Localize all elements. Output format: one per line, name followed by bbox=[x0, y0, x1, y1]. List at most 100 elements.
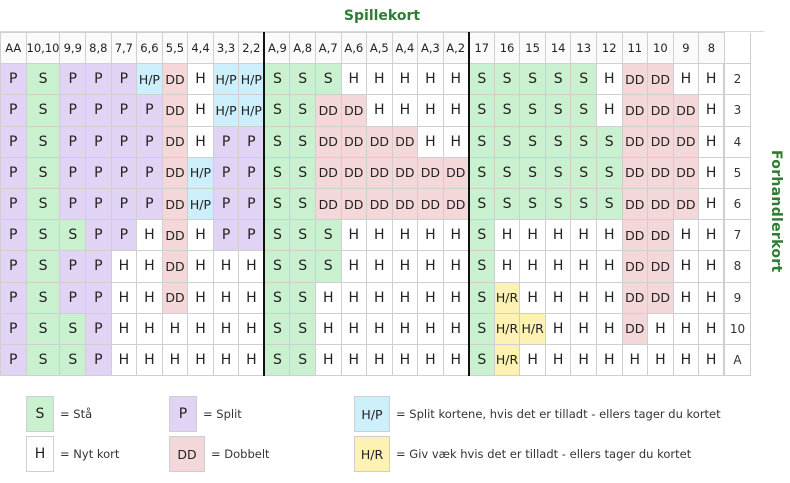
strategy-cell: P bbox=[85, 94, 112, 127]
strategy-cell: DD bbox=[672, 94, 700, 127]
strategy-cell: H bbox=[314, 281, 342, 314]
strategy-cell: DD bbox=[314, 187, 342, 221]
strategy-cell: DD bbox=[340, 156, 368, 189]
strategy-cell: P bbox=[212, 125, 240, 158]
strategy-cell: P bbox=[85, 156, 112, 189]
strategy-cell: P bbox=[59, 125, 87, 158]
strategy-cell: S bbox=[289, 250, 316, 283]
side-column bbox=[764, 0, 790, 384]
strategy-cell: P bbox=[0, 281, 27, 314]
strategy-cell: DD bbox=[340, 125, 368, 158]
strategy-cell: H bbox=[187, 281, 214, 314]
strategy-cell: H/P bbox=[187, 187, 214, 221]
strategy-cell: H/P bbox=[212, 63, 240, 96]
strategy-cell: H/P bbox=[212, 94, 240, 127]
table-row: P S P P P P DD H P P S S DD DD DD DD H H S S S S S S DD DD DD H 4 bbox=[0, 125, 751, 158]
strategy-cell: S bbox=[467, 250, 495, 283]
strategy-cell: S bbox=[59, 312, 87, 345]
strategy-cell: DD bbox=[161, 63, 189, 96]
column-header: A,6 bbox=[340, 31, 368, 65]
strategy-cell: H bbox=[161, 343, 189, 377]
column-header: A,3 bbox=[417, 31, 444, 65]
legend-swatch: H/R bbox=[354, 436, 390, 472]
legend-item: H/R = Giv væk hvis det er tilladt - eller… bbox=[354, 436, 691, 472]
dealer-axis-label: Forhandlerkort bbox=[768, 150, 784, 273]
strategy-cell: DD bbox=[672, 156, 700, 189]
column-header: 6,6 bbox=[136, 31, 163, 65]
strategy-cell: H/P bbox=[238, 94, 265, 127]
strategy-cell: H bbox=[442, 250, 470, 283]
strategy-cell: P bbox=[136, 156, 163, 189]
strategy-cell: P bbox=[59, 63, 87, 96]
dealer-card-label: 8 bbox=[723, 250, 751, 283]
column-header: 8 bbox=[698, 31, 725, 65]
strategy-cell: H/P bbox=[187, 156, 214, 189]
strategy-cell: S bbox=[467, 219, 495, 252]
column-header: A,8 bbox=[289, 31, 316, 65]
strategy-cell: S bbox=[289, 125, 316, 158]
strategy-cell: H bbox=[212, 250, 240, 283]
strategy-cell: S bbox=[493, 187, 521, 221]
strategy-cell: P bbox=[85, 250, 112, 283]
strategy-cell: H/R bbox=[493, 281, 521, 314]
legend-swatch: DD bbox=[169, 436, 205, 472]
strategy-cell: H bbox=[391, 281, 419, 314]
strategy-cell: S bbox=[544, 187, 572, 221]
strategy-cell: S bbox=[467, 281, 495, 314]
strategy-cell: H bbox=[366, 63, 393, 96]
strategy-cell: H bbox=[698, 281, 725, 314]
strategy-cell: DD bbox=[621, 94, 649, 127]
strategy-cell: DD bbox=[314, 156, 342, 189]
column-header: 5,5 bbox=[161, 31, 189, 65]
column-header: A,7 bbox=[314, 31, 342, 65]
strategy-cell: H bbox=[110, 343, 138, 377]
strategy-cell: H bbox=[366, 343, 393, 377]
strategy-cell: S bbox=[25, 156, 61, 189]
strategy-cell: H bbox=[238, 312, 265, 345]
strategy-cell: S bbox=[263, 187, 291, 221]
strategy-cell: DD bbox=[340, 94, 368, 127]
strategy-cell: H bbox=[417, 312, 444, 345]
strategy-cell: H bbox=[621, 343, 649, 377]
column-header: A,9 bbox=[263, 31, 291, 65]
strategy-cell: P bbox=[0, 343, 27, 377]
strategy-cell: DD bbox=[647, 94, 674, 127]
dealer-card-label: 4 bbox=[723, 125, 751, 158]
strategy-cell: S bbox=[25, 312, 61, 345]
column-header: AA bbox=[0, 31, 27, 65]
column-header: 16 bbox=[493, 31, 521, 65]
strategy-cell: S bbox=[263, 312, 291, 345]
strategy-cell: DD bbox=[621, 156, 649, 189]
strategy-cell: S bbox=[25, 219, 61, 252]
strategy-cell: DD bbox=[621, 219, 649, 252]
column-header: 10 bbox=[647, 31, 674, 65]
strategy-cell: H bbox=[698, 156, 725, 189]
strategy-cell: P bbox=[85, 343, 112, 377]
strategy-cell: H bbox=[442, 94, 470, 127]
strategy-cell: H bbox=[595, 94, 623, 127]
strategy-cell: H bbox=[161, 312, 189, 345]
strategy-cell: DD bbox=[366, 187, 393, 221]
strategy-cell: H bbox=[442, 281, 470, 314]
legend-swatch: P bbox=[169, 396, 197, 432]
strategy-cell: H bbox=[238, 250, 265, 283]
strategy-cell: H bbox=[698, 343, 725, 377]
dealer-card-label: 9 bbox=[723, 281, 751, 314]
strategy-cell: S bbox=[289, 156, 316, 189]
strategy-cell: S bbox=[25, 94, 61, 127]
strategy-cell: P bbox=[238, 125, 265, 158]
strategy-cell: S bbox=[519, 94, 546, 127]
strategy-cell: H bbox=[187, 125, 214, 158]
strategy-cell: S bbox=[289, 281, 316, 314]
strategy-cell: H bbox=[698, 125, 725, 158]
strategy-cell: DD bbox=[621, 281, 649, 314]
column-header: 2,2 bbox=[238, 31, 265, 65]
strategy-cell: S bbox=[314, 63, 342, 96]
strategy-cell: S bbox=[25, 63, 61, 96]
strategy-cell: S bbox=[467, 156, 495, 189]
strategy-cell: DD bbox=[391, 187, 419, 221]
strategy-cell: H bbox=[442, 312, 470, 345]
strategy-cell: H bbox=[187, 63, 214, 96]
strategy-cell: P bbox=[59, 250, 87, 283]
strategy-cell: DD bbox=[647, 281, 674, 314]
